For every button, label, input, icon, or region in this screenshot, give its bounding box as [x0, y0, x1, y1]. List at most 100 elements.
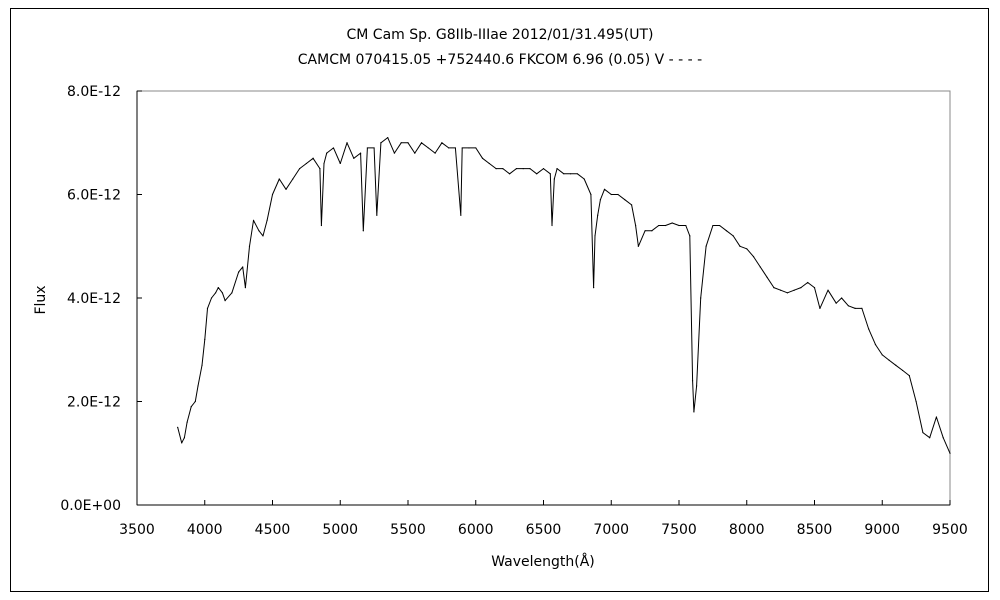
data-point — [376, 214, 378, 216]
data-point — [949, 452, 951, 454]
y-tick-label: 0.0E+00 — [60, 498, 121, 514]
data-point — [271, 193, 274, 196]
data-point — [556, 168, 558, 170]
data-point — [635, 224, 637, 227]
data-point — [895, 364, 897, 366]
data-point — [549, 173, 551, 175]
data-point — [242, 266, 244, 268]
data-point — [194, 400, 196, 403]
data-point — [847, 305, 849, 307]
data-point — [908, 375, 910, 377]
data-point — [570, 173, 572, 175]
data-point — [583, 178, 585, 180]
data-point — [206, 307, 209, 309]
data-point — [691, 380, 694, 382]
data-point — [678, 224, 680, 227]
data-point — [214, 292, 217, 294]
x-tick-label: 6000 — [458, 522, 494, 538]
data-point — [693, 411, 695, 413]
data-point — [448, 147, 450, 149]
data-point — [712, 224, 714, 227]
data-point — [181, 442, 183, 444]
data-point — [841, 297, 843, 299]
data-point — [551, 224, 553, 227]
data-point — [915, 400, 917, 403]
data-point — [177, 426, 179, 428]
data-point — [599, 199, 602, 201]
data-point — [766, 276, 768, 278]
x-tick-label: 4000 — [187, 522, 223, 538]
data-point — [323, 162, 325, 165]
data-point — [488, 162, 490, 165]
data-point — [201, 364, 203, 366]
data-point — [664, 224, 667, 227]
data-point — [190, 406, 192, 408]
data-point — [407, 142, 409, 144]
data-point — [353, 157, 355, 159]
x-tick-label: 5500 — [390, 522, 426, 538]
plot-area-border — [136, 90, 951, 506]
data-point — [393, 152, 396, 154]
data-point — [502, 168, 504, 170]
data-point — [759, 266, 761, 268]
data-point — [624, 199, 626, 201]
y-tick-label: 6.0E-12 — [67, 188, 121, 204]
data-point — [610, 193, 612, 196]
data-point — [332, 147, 335, 149]
chart-subtitle: CAMCM 070415.05 +752440.6 FKCOM 6.96 (0.… — [297, 52, 703, 68]
data-point — [319, 168, 321, 170]
data-point — [593, 287, 595, 289]
data-point — [460, 214, 462, 216]
data-point — [454, 147, 457, 149]
data-point — [468, 147, 470, 149]
data-point — [292, 178, 294, 180]
y-tick-label: 8.0E-12 — [67, 84, 121, 100]
data-point — [594, 235, 596, 237]
x-tick-label: 9000 — [864, 522, 900, 538]
data-point — [252, 219, 255, 221]
data-point — [854, 307, 856, 309]
y-tick-label: 2.0E-12 — [67, 395, 121, 411]
data-point — [387, 136, 389, 139]
data-point — [244, 287, 246, 289]
data-point — [238, 271, 240, 273]
data-point — [637, 245, 639, 247]
data-point — [359, 152, 362, 154]
data-point — [671, 222, 673, 224]
x-tick-label: 6500 — [526, 522, 562, 538]
data-point — [542, 168, 545, 170]
data-point — [197, 385, 199, 387]
data-point — [362, 230, 364, 232]
data-point — [481, 157, 484, 159]
data-point — [888, 359, 890, 361]
data-point — [217, 287, 219, 289]
data-point — [901, 369, 904, 372]
x-tick-label: 8000 — [729, 522, 765, 538]
data-point — [658, 224, 660, 227]
data-point — [366, 147, 368, 149]
data-point — [827, 289, 829, 291]
data-point — [380, 142, 382, 144]
data-point — [258, 230, 260, 232]
data-point — [183, 437, 186, 439]
data-point — [705, 245, 707, 247]
data-point — [942, 437, 944, 439]
data-point — [204, 338, 206, 340]
data-point — [807, 281, 809, 284]
x-tick-label: 7000 — [593, 522, 629, 538]
data-point — [617, 193, 619, 196]
data-point — [725, 230, 728, 232]
data-point — [929, 437, 931, 439]
data-point — [813, 287, 816, 289]
data-point — [819, 307, 821, 309]
data-point — [752, 256, 755, 258]
data-point — [553, 178, 555, 180]
data-point — [414, 152, 416, 154]
data-point — [515, 168, 518, 170]
data-point — [262, 235, 264, 237]
data-point — [868, 328, 870, 330]
x-tick-label: 7500 — [661, 522, 697, 538]
data-point — [644, 230, 646, 232]
data-point — [685, 224, 687, 227]
